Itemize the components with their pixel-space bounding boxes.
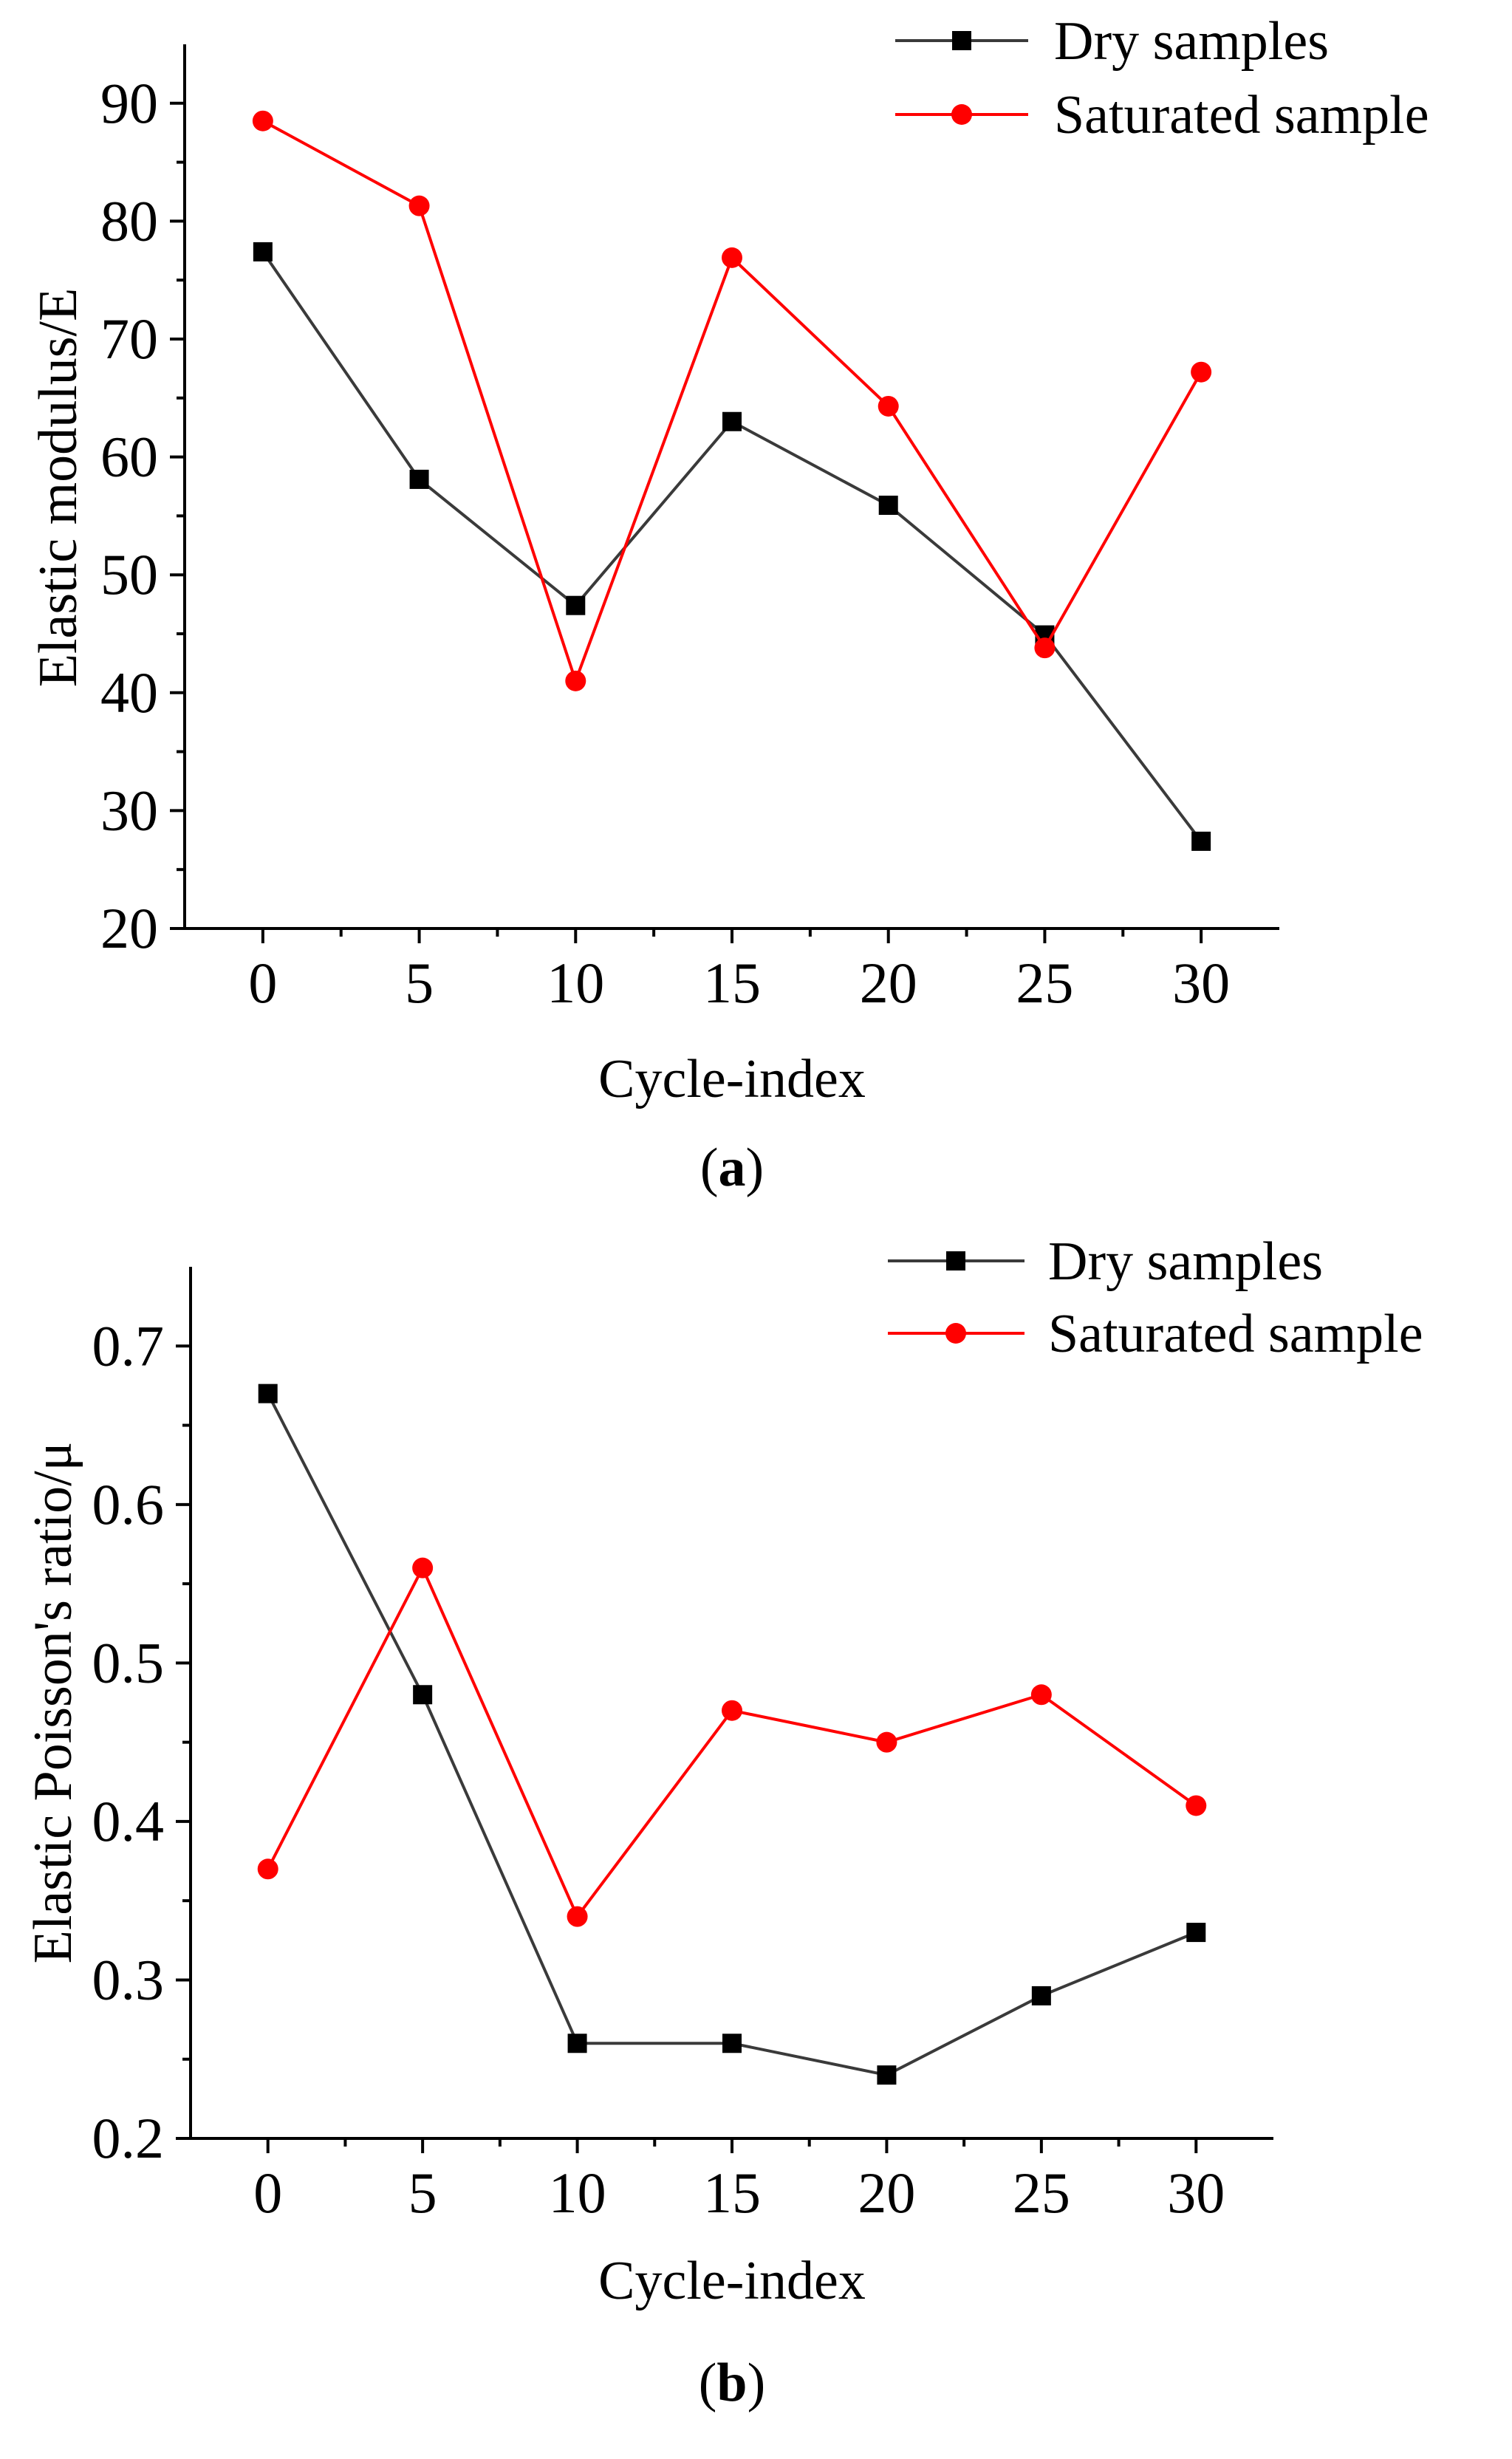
data-point-saturated-sample-b bbox=[412, 1557, 434, 1579]
x-tick-label-a: 20 bbox=[860, 951, 917, 1015]
y-tick-label-a: 70 bbox=[100, 307, 158, 371]
data-point-saturated-sample-a bbox=[252, 110, 273, 131]
y-tick-label-b: 0.7 bbox=[92, 1313, 165, 1378]
y-tick-label-a: 40 bbox=[100, 660, 158, 725]
legend-label-saturated-sample-a: Saturated sample bbox=[1054, 85, 1429, 146]
data-point-saturated-sample-a bbox=[565, 670, 586, 691]
series-line-saturated-sample-a bbox=[261, 119, 1203, 685]
series-group-b bbox=[257, 1384, 1207, 2085]
legend-marker-square-a bbox=[952, 31, 971, 50]
y-tick-label-b: 0.6 bbox=[92, 1472, 165, 1536]
data-point-dry-samples-a bbox=[1191, 831, 1211, 851]
x-tick-label-b: 30 bbox=[1167, 2161, 1225, 2225]
legend-marker-square-b bbox=[946, 1251, 965, 1270]
y-axis-title-b: Elastic Poisson's ratio/μ bbox=[23, 1442, 83, 1964]
series-line-dry-samples-b bbox=[266, 1392, 1197, 2077]
y-tick-label-b: 0.5 bbox=[92, 1630, 165, 1694]
data-point-saturated-sample-a bbox=[722, 247, 742, 268]
legend-label-dry-samples-a: Dry samples bbox=[1054, 11, 1329, 72]
axes-frame-a bbox=[183, 44, 1279, 930]
y-tick-label-a: 30 bbox=[100, 778, 158, 842]
data-point-dry-samples-a bbox=[722, 411, 742, 431]
series-line-dry-samples-a bbox=[261, 250, 1203, 843]
series-group-a bbox=[252, 110, 1212, 851]
legend-item-dry-samples-b: Dry samples bbox=[888, 1231, 1323, 1292]
x-tick-label-b: 25 bbox=[1013, 2161, 1070, 2225]
caption-b: (b) bbox=[699, 2353, 765, 2413]
legend-b: Dry samples Saturated sample bbox=[888, 1231, 1423, 1364]
y-tick-label-a: 90 bbox=[100, 71, 158, 135]
y-axis-ticks-a: 20 30 40 50 60 70 80 90 bbox=[100, 71, 185, 960]
data-point-dry-samples-a bbox=[409, 469, 429, 489]
legend-item-saturated-sample-a: Saturated sample bbox=[895, 85, 1429, 146]
y-tick-label-a: 60 bbox=[100, 425, 158, 489]
x-tick-label-a: 10 bbox=[547, 951, 604, 1015]
data-point-dry-samples-b bbox=[413, 1685, 433, 1705]
legend-a: Dry samples Saturated sample bbox=[895, 11, 1429, 146]
data-point-saturated-sample-b bbox=[257, 1858, 278, 1880]
data-point-dry-samples-b bbox=[877, 2065, 897, 2085]
x-axis-title-b: Cycle-index bbox=[598, 2251, 866, 2311]
y-tick-label-a: 50 bbox=[100, 542, 158, 606]
x-tick-label-a: 15 bbox=[703, 951, 761, 1015]
data-point-saturated-sample-a bbox=[1191, 361, 1212, 383]
data-point-saturated-sample-b bbox=[567, 1906, 588, 1927]
y-tick-label-b: 0.4 bbox=[92, 1789, 165, 1853]
data-point-dry-samples-b bbox=[567, 2034, 587, 2053]
data-point-saturated-sample-b bbox=[1030, 1684, 1052, 1706]
data-point-dry-samples-a bbox=[566, 595, 586, 615]
x-tick-label-b: 15 bbox=[703, 2161, 761, 2225]
legend-label-dry-samples-b: Dry samples bbox=[1048, 1231, 1323, 1292]
data-point-saturated-sample-b bbox=[876, 1731, 897, 1753]
y-tick-label-b: 0.2 bbox=[92, 2106, 165, 2170]
x-tick-label-b: 20 bbox=[858, 2161, 915, 2225]
y-tick-label-a: 20 bbox=[100, 896, 158, 960]
data-point-saturated-sample-b bbox=[1186, 1795, 1207, 1816]
data-point-dry-samples-b bbox=[1186, 1923, 1206, 1943]
data-point-dry-samples-a bbox=[253, 242, 273, 261]
y-axis-title-a: Elastic modulus/E bbox=[28, 288, 89, 688]
series-line-saturated-sample-b bbox=[266, 1564, 1197, 1920]
x-axis-title-a: Cycle-index bbox=[598, 1049, 866, 1109]
x-tick-label-a: 0 bbox=[248, 951, 277, 1015]
data-point-dry-samples-b bbox=[258, 1384, 278, 1403]
legend-item-dry-samples-a: Dry samples bbox=[895, 11, 1329, 72]
y-axis-ticks-b: 0.2 0.3 0.4 0.5 0.6 0.7 bbox=[92, 1313, 191, 2170]
panel-b-poissons-ratio-chart: 0.2 0.3 0.4 0.5 0.6 0.7 0 5 10 15 20 25 30 Cycle-in… bbox=[23, 1231, 1423, 2413]
plot-area-a: 20 30 40 50 60 70 80 90 0 5 10 15 20 25 30 bbox=[100, 44, 1279, 1015]
x-tick-label-a: 25 bbox=[1016, 951, 1073, 1015]
legend-item-saturated-sample-b: Saturated sample bbox=[888, 1304, 1423, 1364]
data-point-dry-samples-b bbox=[1031, 1986, 1051, 2005]
y-tick-label-b: 0.3 bbox=[92, 1947, 165, 2011]
data-point-dry-samples-b bbox=[722, 2034, 742, 2053]
x-axis-ticks-b: 0 5 10 15 20 25 30 bbox=[253, 2138, 1225, 2225]
caption-a: (a) bbox=[700, 1138, 764, 1198]
x-tick-label-b: 0 bbox=[253, 2161, 282, 2225]
x-axis-ticks-a: 0 5 10 15 20 25 30 bbox=[248, 928, 1230, 1015]
x-tick-label-a: 5 bbox=[405, 951, 434, 1015]
data-point-saturated-sample-b bbox=[722, 1700, 742, 1721]
legend-marker-circle-a bbox=[951, 104, 972, 125]
y-tick-label-a: 80 bbox=[100, 188, 158, 253]
x-tick-label-b: 10 bbox=[549, 2161, 606, 2225]
plot-area-b: 0.2 0.3 0.4 0.5 0.6 0.7 0 5 10 15 20 25 30 bbox=[92, 1267, 1273, 2225]
data-point-saturated-sample-a bbox=[878, 395, 899, 417]
legend-marker-circle-b bbox=[945, 1323, 966, 1344]
panel-a-elastic-modulus-chart: 20 30 40 50 60 70 80 90 0 5 10 15 20 25 30 Cycle-inde… bbox=[28, 11, 1429, 1198]
data-point-saturated-sample-a bbox=[408, 195, 430, 216]
legend-label-saturated-sample-b: Saturated sample bbox=[1048, 1304, 1423, 1364]
x-tick-label-b: 5 bbox=[408, 2161, 437, 2225]
x-tick-label-a: 30 bbox=[1172, 951, 1230, 1015]
data-point-dry-samples-a bbox=[878, 496, 898, 516]
data-point-saturated-sample-a bbox=[1034, 637, 1056, 659]
